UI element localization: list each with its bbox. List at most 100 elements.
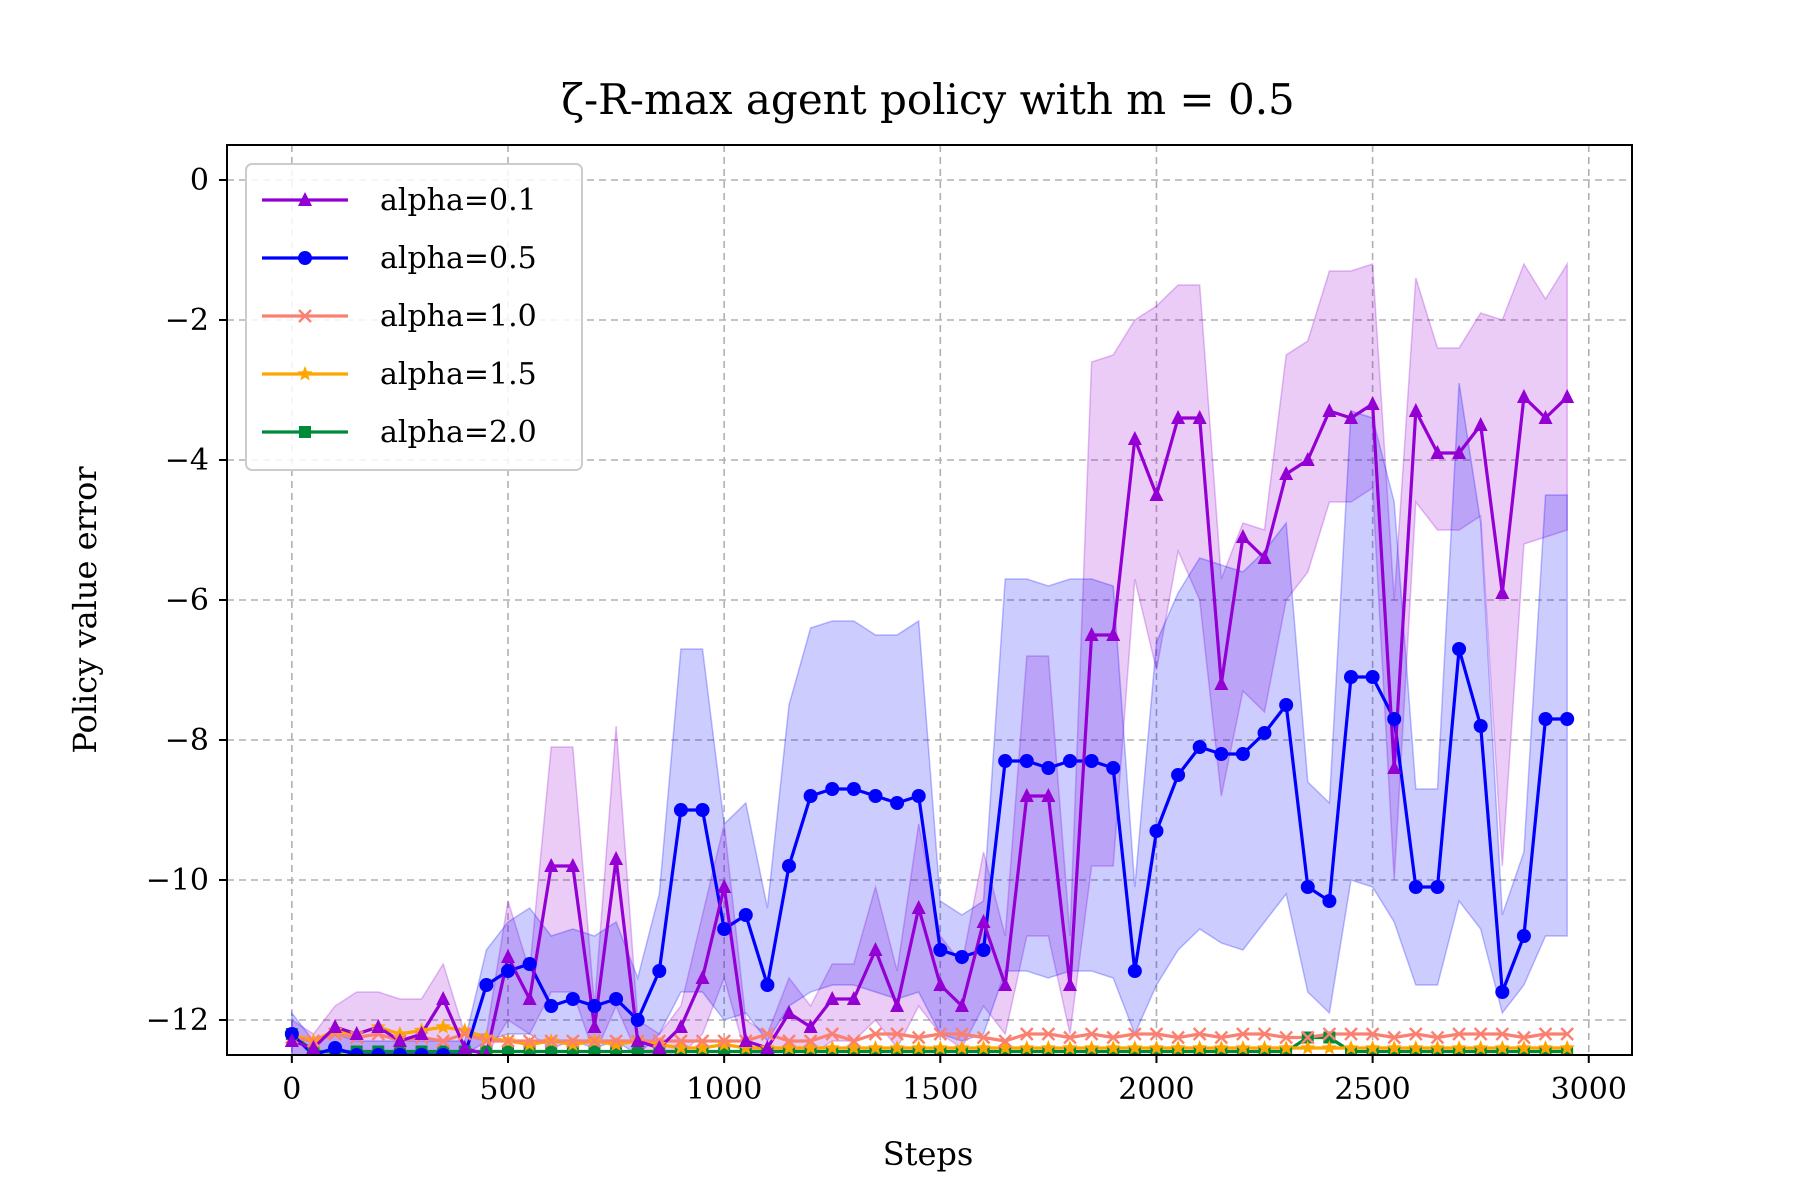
- data-point-stroke: [868, 1027, 883, 1041]
- data-point: [695, 803, 710, 817]
- data-point: [1213, 1040, 1229, 1055]
- data-point: [479, 978, 494, 992]
- data-point: [1148, 1040, 1165, 1055]
- data-point-stroke: [782, 1034, 796, 1048]
- data-point: [436, 1034, 451, 1048]
- data-point: [954, 998, 969, 1012]
- data-point: [933, 943, 948, 957]
- chart-title: ζ-R-max agent policy with m = 0.5: [561, 75, 1295, 124]
- data-point-stroke: [1430, 1030, 1445, 1045]
- data-point-stroke: [1365, 1027, 1380, 1041]
- data-point: [1344, 410, 1358, 424]
- data-point: [846, 1040, 862, 1055]
- data-point: [1084, 1040, 1100, 1055]
- data-point-stroke: [479, 1034, 494, 1048]
- data-point: [501, 949, 515, 963]
- data-point: [1559, 1040, 1575, 1055]
- data-point-stroke: [1300, 1030, 1315, 1045]
- data-point: [371, 1019, 386, 1033]
- data-point-stroke: [1019, 1027, 1034, 1041]
- legend-marker-stroke: [298, 309, 312, 323]
- data-point: [718, 1045, 731, 1055]
- x-axis-label: Steps: [883, 1135, 974, 1173]
- data-point: [544, 1034, 559, 1048]
- data-point-stroke: [1387, 1030, 1402, 1045]
- data-point: [1495, 985, 1510, 999]
- data-point: [868, 789, 883, 803]
- legend-label: alpha=0.1: [380, 183, 537, 218]
- data-point: [1516, 1040, 1532, 1055]
- data-point-stroke: [1452, 1027, 1466, 1041]
- data-point: [1516, 389, 1531, 403]
- data-point-stroke: [1149, 1027, 1164, 1041]
- data-point: [803, 1019, 818, 1033]
- x-tick-label: 2000: [1118, 1072, 1194, 1107]
- data-point: [997, 1040, 1013, 1055]
- data-point: [1387, 760, 1402, 774]
- data-point: [889, 1040, 905, 1055]
- data-point-stroke: [760, 1027, 775, 1041]
- data-point-stroke: [803, 1034, 818, 1048]
- data-point: [976, 1030, 991, 1045]
- data-point-stroke: [933, 1027, 948, 1041]
- data-point: [911, 1040, 927, 1055]
- data-point: [1365, 396, 1380, 410]
- data-point: [1127, 1040, 1143, 1055]
- data-point: [1235, 529, 1250, 543]
- data-point: [1430, 880, 1445, 894]
- data-point: [1236, 1027, 1250, 1041]
- y-tick-label: 0: [190, 163, 209, 198]
- data-point: [1106, 761, 1121, 775]
- data-point: [522, 1036, 538, 1051]
- data-point: [522, 991, 537, 1005]
- data-point: [565, 1034, 580, 1048]
- data-point: [1408, 1040, 1424, 1055]
- data-point: [1408, 880, 1423, 894]
- data-point-stroke: [1473, 1027, 1488, 1041]
- data-point: [1063, 1030, 1077, 1045]
- data-point: [1106, 1030, 1121, 1045]
- data-point: [1300, 880, 1315, 894]
- data-point: [1105, 1040, 1121, 1055]
- data-point: [1300, 452, 1315, 466]
- data-point-stroke: [1171, 1030, 1185, 1045]
- data-point-stroke: [457, 1027, 472, 1041]
- data-point: [457, 1027, 472, 1041]
- data-point: [565, 1036, 581, 1051]
- data-point: [695, 970, 710, 984]
- data-point: [911, 789, 926, 803]
- data-point: [1451, 1040, 1467, 1055]
- data-point-stroke: [1408, 1027, 1423, 1041]
- data-point-stroke: [1063, 1030, 1077, 1045]
- data-point: [1019, 754, 1034, 768]
- data-point: [1537, 1040, 1554, 1055]
- data-point: [1041, 788, 1056, 802]
- data-point-stroke: [1538, 1027, 1553, 1041]
- legend-marker: [298, 192, 312, 206]
- data-point: [674, 1034, 688, 1048]
- x-tick-label: 500: [479, 1072, 536, 1107]
- data-point: [1473, 1027, 1488, 1041]
- data-point: [1538, 410, 1553, 424]
- data-point: [414, 1048, 429, 1055]
- data-point: [1300, 1030, 1315, 1045]
- data-point-stroke: [846, 1034, 861, 1048]
- data-point: [457, 1040, 472, 1054]
- data-point-stroke: [695, 1034, 710, 1048]
- data-point: [587, 1019, 602, 1033]
- data-point: [782, 1005, 796, 1019]
- data-point: [1041, 1027, 1056, 1041]
- data-point: [1019, 1040, 1035, 1055]
- data-point: [1538, 712, 1553, 726]
- data-point: [1473, 417, 1488, 431]
- data-point: [1408, 403, 1423, 417]
- legend-label: alpha=1.5: [380, 357, 537, 392]
- data-point: [1127, 1027, 1142, 1041]
- data-point: [522, 957, 537, 971]
- data-point: [1214, 747, 1229, 761]
- data-point: [803, 1040, 819, 1055]
- data-point-stroke: [587, 1034, 602, 1048]
- data-point: [349, 1026, 364, 1040]
- data-point: [933, 1027, 948, 1041]
- data-point: [1019, 788, 1034, 802]
